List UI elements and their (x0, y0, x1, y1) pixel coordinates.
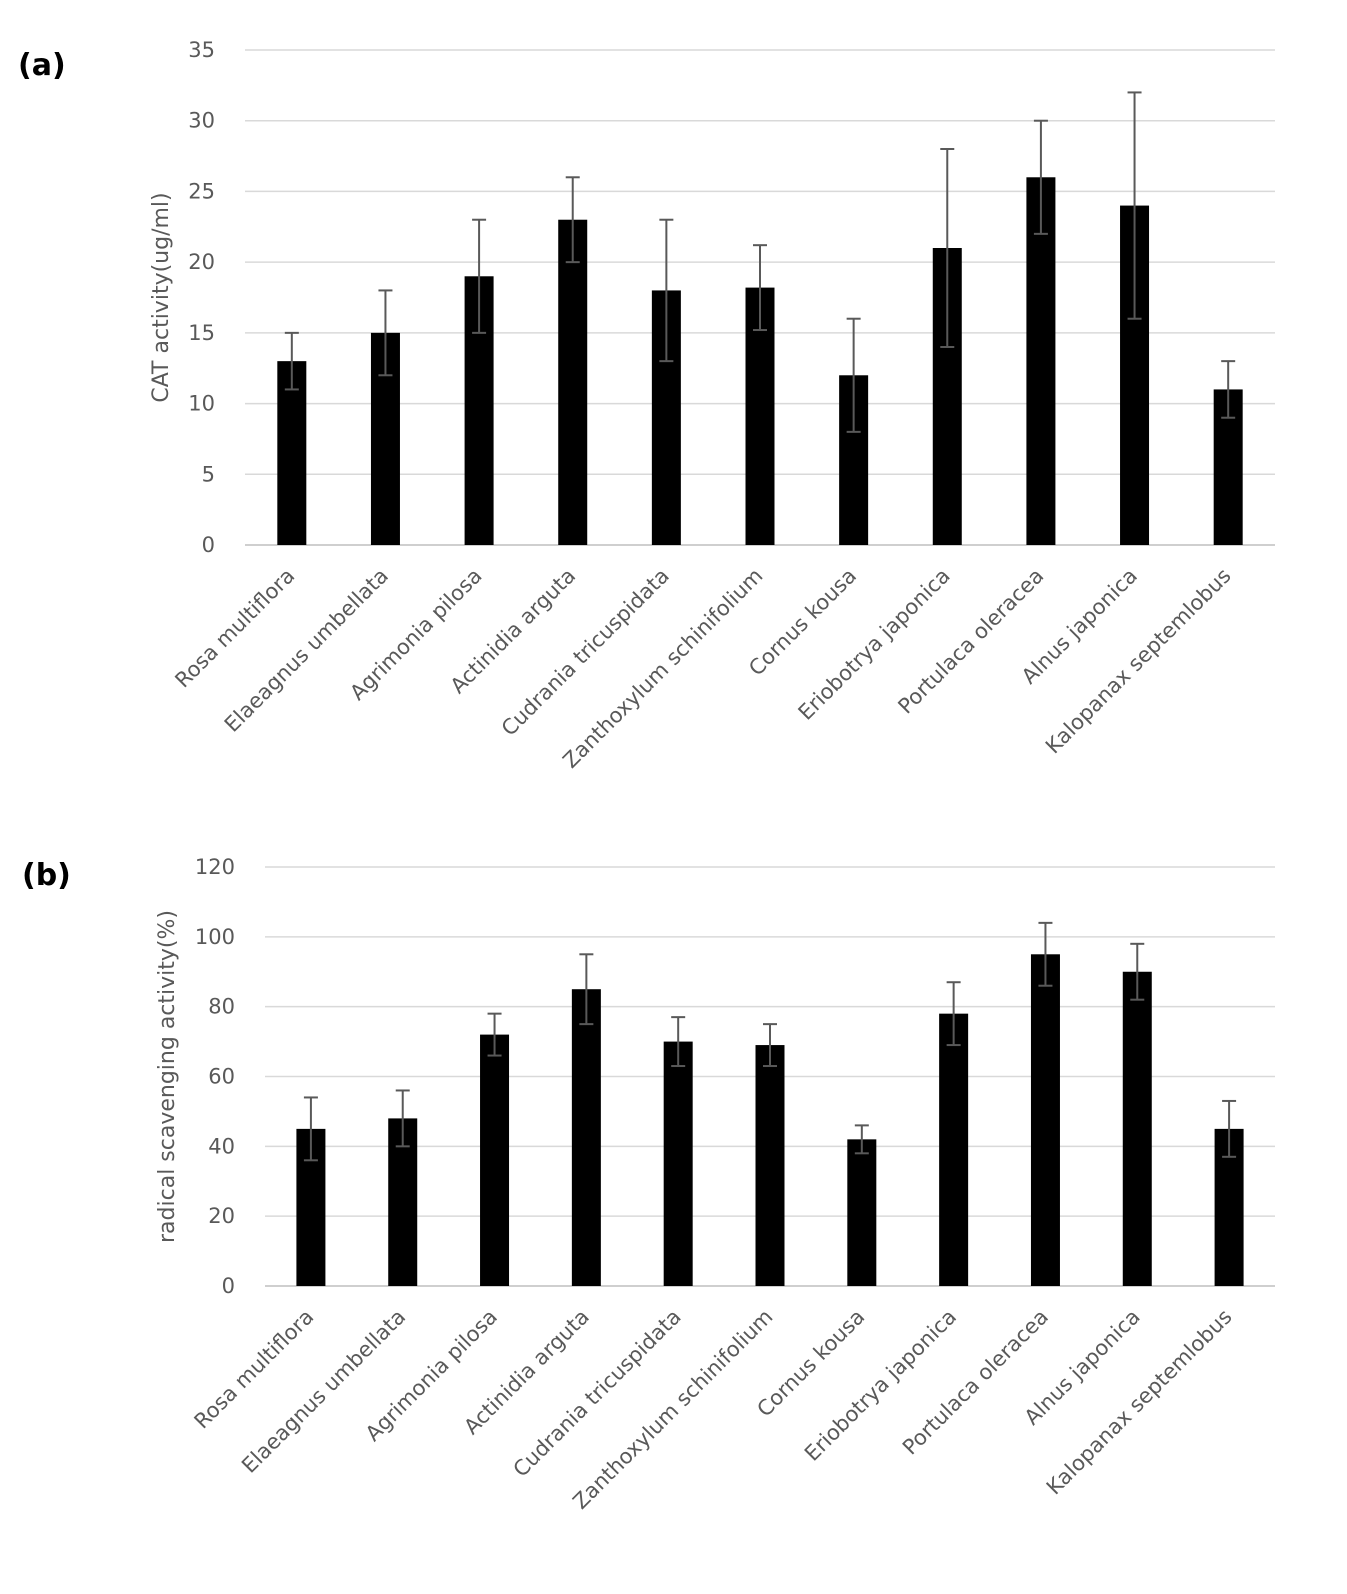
error-bar (1127, 91, 1142, 320)
bar (1122, 971, 1152, 1286)
y-tick-label: 30 (188, 109, 215, 133)
x-tick-label: Elaeagnus umbellata (237, 1305, 410, 1478)
error-bar (753, 244, 767, 332)
bar (663, 1041, 693, 1286)
error-bar (854, 1124, 869, 1155)
y-tick-label: 35 (188, 38, 215, 62)
bar (1026, 177, 1056, 546)
x-tick-label: Zanthoxylum schinifolium (568, 1305, 777, 1514)
y-tick-label: 80 (208, 995, 235, 1019)
y-tick-label: 0 (202, 533, 215, 557)
error-bar (1222, 1099, 1237, 1158)
y-tick-label: 100 (195, 925, 235, 949)
bar (755, 1045, 785, 1286)
bar (277, 361, 307, 545)
y-tick-label: 20 (188, 250, 215, 274)
error-bar (284, 331, 299, 391)
y-tick-label: 20 (208, 1204, 235, 1228)
x-tick-label: Kalopanax septemlobus (1041, 564, 1236, 759)
x-tick-label: Eriobotrya japonica (800, 1305, 961, 1466)
bar (558, 219, 588, 545)
y-tick-label: 0 (222, 1274, 235, 1298)
y-tick-label: 40 (208, 1134, 235, 1158)
error-bar (487, 1012, 502, 1057)
y-tick-label: 60 (208, 1065, 235, 1089)
error-bar (395, 1089, 410, 1148)
error-bar (579, 953, 594, 1026)
bar (480, 1034, 510, 1286)
x-tick-label: Cudrania tricuspidata (497, 564, 674, 741)
panel-label: (b) (22, 858, 71, 893)
bar (847, 1139, 877, 1286)
error-bar (846, 317, 861, 433)
x-tick-label: Cudrania tricuspidata (509, 1305, 686, 1482)
error-bar (763, 1023, 777, 1068)
error-bar (946, 981, 961, 1047)
x-tick-label: Kalopanax septemlobus (1042, 1305, 1237, 1500)
y-tick-label: 5 (202, 462, 215, 486)
error-bar (671, 1016, 686, 1068)
panel-b: (b) 0 20 40 60 80 100 120 radical scavenging act… (22, 855, 1275, 1514)
y-tick-label: 25 (188, 179, 215, 203)
x-tick-label: Eriobotrya japonica (794, 564, 955, 725)
y-axis-title: CAT activity(ug/ml) (149, 192, 174, 402)
panel-label: (a) (18, 48, 66, 83)
error-bar (1221, 360, 1236, 419)
error-bar (1130, 942, 1145, 1001)
y-axis-title: radical scavenging activity(%) (155, 910, 180, 1243)
error-bar (1038, 921, 1053, 987)
bar (571, 989, 601, 1286)
y-tick-label: 15 (188, 321, 215, 345)
error-bar (303, 1096, 318, 1162)
error-bar (940, 148, 955, 348)
bar (1030, 954, 1060, 1286)
x-tick-label: Elaeagnus umbellata (220, 564, 393, 737)
error-bar (378, 289, 393, 377)
error-bar (565, 176, 580, 264)
y-tick-label: 120 (195, 855, 235, 879)
error-bar (659, 218, 674, 363)
bar (939, 1013, 969, 1286)
error-bar (1033, 119, 1048, 235)
y-tick-label: 10 (188, 392, 215, 416)
x-tick-label: Zanthoxylum schinifolium (558, 564, 767, 773)
error-bar (472, 218, 487, 334)
